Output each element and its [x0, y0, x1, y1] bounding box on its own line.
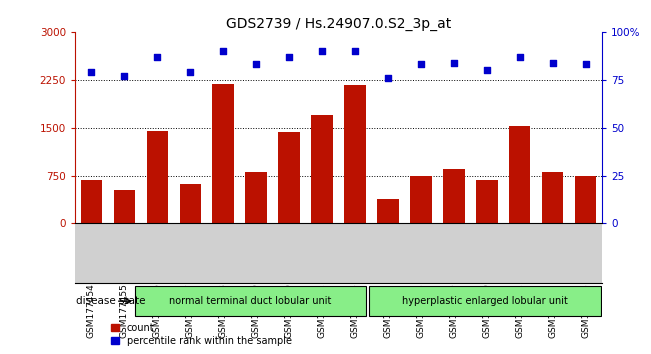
Point — [416, 62, 426, 67]
Bar — [311, 115, 333, 223]
Point — [482, 67, 492, 73]
Bar — [476, 180, 497, 223]
Point — [119, 73, 130, 79]
Point — [350, 48, 360, 54]
Title: GDS2739 / Hs.24907.0.S2_3p_at: GDS2739 / Hs.24907.0.S2_3p_at — [226, 17, 451, 31]
Bar — [146, 131, 168, 223]
Point — [284, 54, 294, 59]
Bar — [344, 85, 366, 223]
Text: normal terminal duct lobular unit: normal terminal duct lobular unit — [169, 296, 332, 306]
Bar — [279, 132, 300, 223]
Point — [218, 48, 229, 54]
Bar — [542, 172, 564, 223]
Bar — [443, 169, 465, 223]
Bar — [81, 180, 102, 223]
Point — [317, 48, 327, 54]
Legend: count, percentile rank within the sample: count, percentile rank within the sample — [111, 323, 292, 346]
Bar — [113, 190, 135, 223]
Bar — [245, 172, 267, 223]
Point — [581, 62, 591, 67]
Point — [152, 54, 163, 59]
Bar — [377, 199, 398, 223]
FancyBboxPatch shape — [369, 286, 601, 316]
Text: disease state: disease state — [76, 296, 146, 306]
Text: hyperplastic enlarged lobular unit: hyperplastic enlarged lobular unit — [402, 296, 568, 306]
Bar — [509, 126, 531, 223]
FancyBboxPatch shape — [135, 286, 367, 316]
Point — [514, 54, 525, 59]
Point — [383, 75, 393, 81]
Point — [185, 69, 195, 75]
Point — [251, 62, 261, 67]
Point — [86, 69, 96, 75]
Point — [449, 60, 459, 65]
Bar — [212, 84, 234, 223]
Bar — [410, 176, 432, 223]
Bar — [575, 176, 596, 223]
Point — [547, 60, 558, 65]
Bar — [180, 184, 201, 223]
